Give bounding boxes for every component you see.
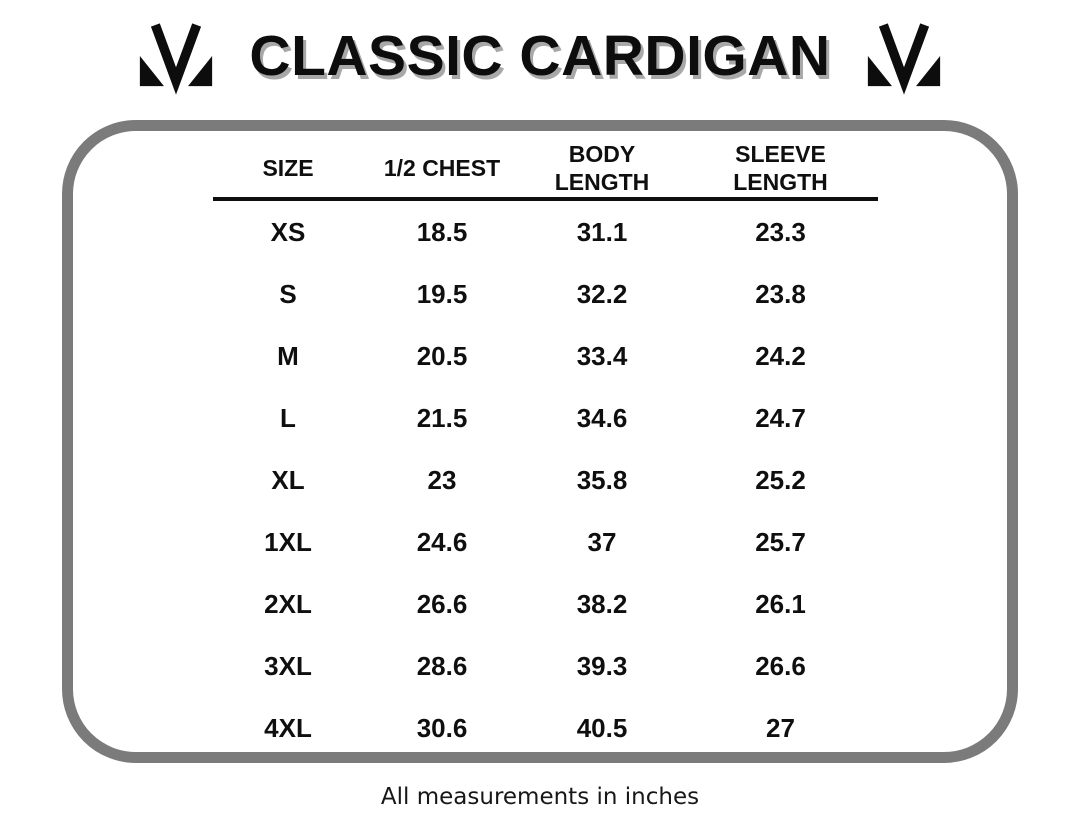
sleeve-length-value-cell: 26.6 <box>755 650 806 681</box>
table-row: M 20.5 33.4 24.2 <box>213 325 878 387</box>
half-chest-value-cell: 24.6 <box>416 526 468 557</box>
table-row: S 19.5 32.2 23.8 <box>213 263 878 325</box>
sleeve-length-value-cell: 23.3 <box>755 216 806 247</box>
column-header-half-chest: 1/2 CHEST <box>383 154 501 181</box>
body-length-value-cell: 33.4 <box>576 340 628 371</box>
body-length-value-cell: 38.2 <box>576 588 628 619</box>
table-row: 4XL 30.6 40.5 27 <box>213 697 878 759</box>
size-label-cell: M <box>277 340 299 371</box>
size-label-cell: XL <box>271 464 305 495</box>
size-label-cell: L <box>280 402 296 433</box>
half-chest-value-cell: 30.6 <box>416 712 468 743</box>
body-length-value-cell: 32.2 <box>576 278 628 309</box>
size-label-cell: XS <box>270 216 306 247</box>
half-chest-value-cell: 28.6 <box>416 650 468 681</box>
body-length-value-cell: 40.5 <box>576 712 628 743</box>
size-label-cell: S <box>279 278 297 309</box>
measurement-units-note: All measurements in inches <box>380 784 700 810</box>
size-label-cell: 3XL <box>264 650 312 681</box>
half-chest-value-cell: 18.5 <box>416 216 468 247</box>
body-length-value-cell: 31.1 <box>576 216 628 247</box>
sleeve-length-value-cell: 26.1 <box>755 588 806 619</box>
size-table: SIZE 1/2 CHEST BODY LENGTH SLEEVE LENGTH… <box>213 139 878 759</box>
half-chest-value-cell: 20.5 <box>416 340 468 371</box>
sleeve-length-value-cell: 25.2 <box>755 464 806 495</box>
column-header-size: SIZE <box>262 154 314 181</box>
table-row: XL 23 35.8 25.2 <box>213 449 878 511</box>
sleeve-length-value-cell: 24.2 <box>755 340 806 371</box>
brand-m-logo-icon <box>140 23 213 95</box>
body-length-value-cell: 39.3 <box>576 650 628 681</box>
half-chest-value-cell: 26.6 <box>416 588 468 619</box>
size-label-cell: 1XL <box>264 526 312 557</box>
body-length-value-cell: 37 <box>587 526 617 557</box>
sleeve-length-value-cell: 23.8 <box>755 278 806 309</box>
half-chest-value-cell: 21.5 <box>416 402 468 433</box>
brand-m-logo-icon <box>867 23 940 95</box>
header: CLASSIC CARDIGAN <box>0 0 1080 112</box>
half-chest-value-cell: 19.5 <box>416 278 468 309</box>
size-table-body: XS 18.5 31.1 23.3 S 19.5 32.2 23.8 M 20.… <box>213 201 878 759</box>
table-row: 2XL 26.6 38.2 26.1 <box>213 573 878 635</box>
page-title: CLASSIC CARDIGAN <box>249 24 831 88</box>
size-label-cell: 4XL <box>264 712 312 743</box>
table-row: L 21.5 34.6 24.7 <box>213 387 878 449</box>
table-row: 1XL 24.6 37 25.7 <box>213 511 878 573</box>
column-header-sleeve-length: SLEEVE LENGTH <box>733 140 828 195</box>
sleeve-length-value-cell: 25.7 <box>755 526 806 557</box>
body-length-value-cell: 35.8 <box>576 464 628 495</box>
column-header-body-length: BODY LENGTH <box>554 140 650 195</box>
size-table-header-row: SIZE 1/2 CHEST BODY LENGTH SLEEVE LENGTH <box>213 139 878 201</box>
sleeve-length-value-cell: 27 <box>766 712 795 743</box>
table-row: XS 18.5 31.1 23.3 <box>213 201 878 263</box>
table-row: 3XL 28.6 39.3 26.6 <box>213 635 878 697</box>
size-label-cell: 2XL <box>264 588 312 619</box>
size-chart-frame: SIZE 1/2 CHEST BODY LENGTH SLEEVE LENGTH… <box>62 120 1018 763</box>
body-length-value-cell: 34.6 <box>576 402 628 433</box>
sleeve-length-value-cell: 24.7 <box>755 402 806 433</box>
half-chest-value-cell: 23 <box>427 464 457 495</box>
